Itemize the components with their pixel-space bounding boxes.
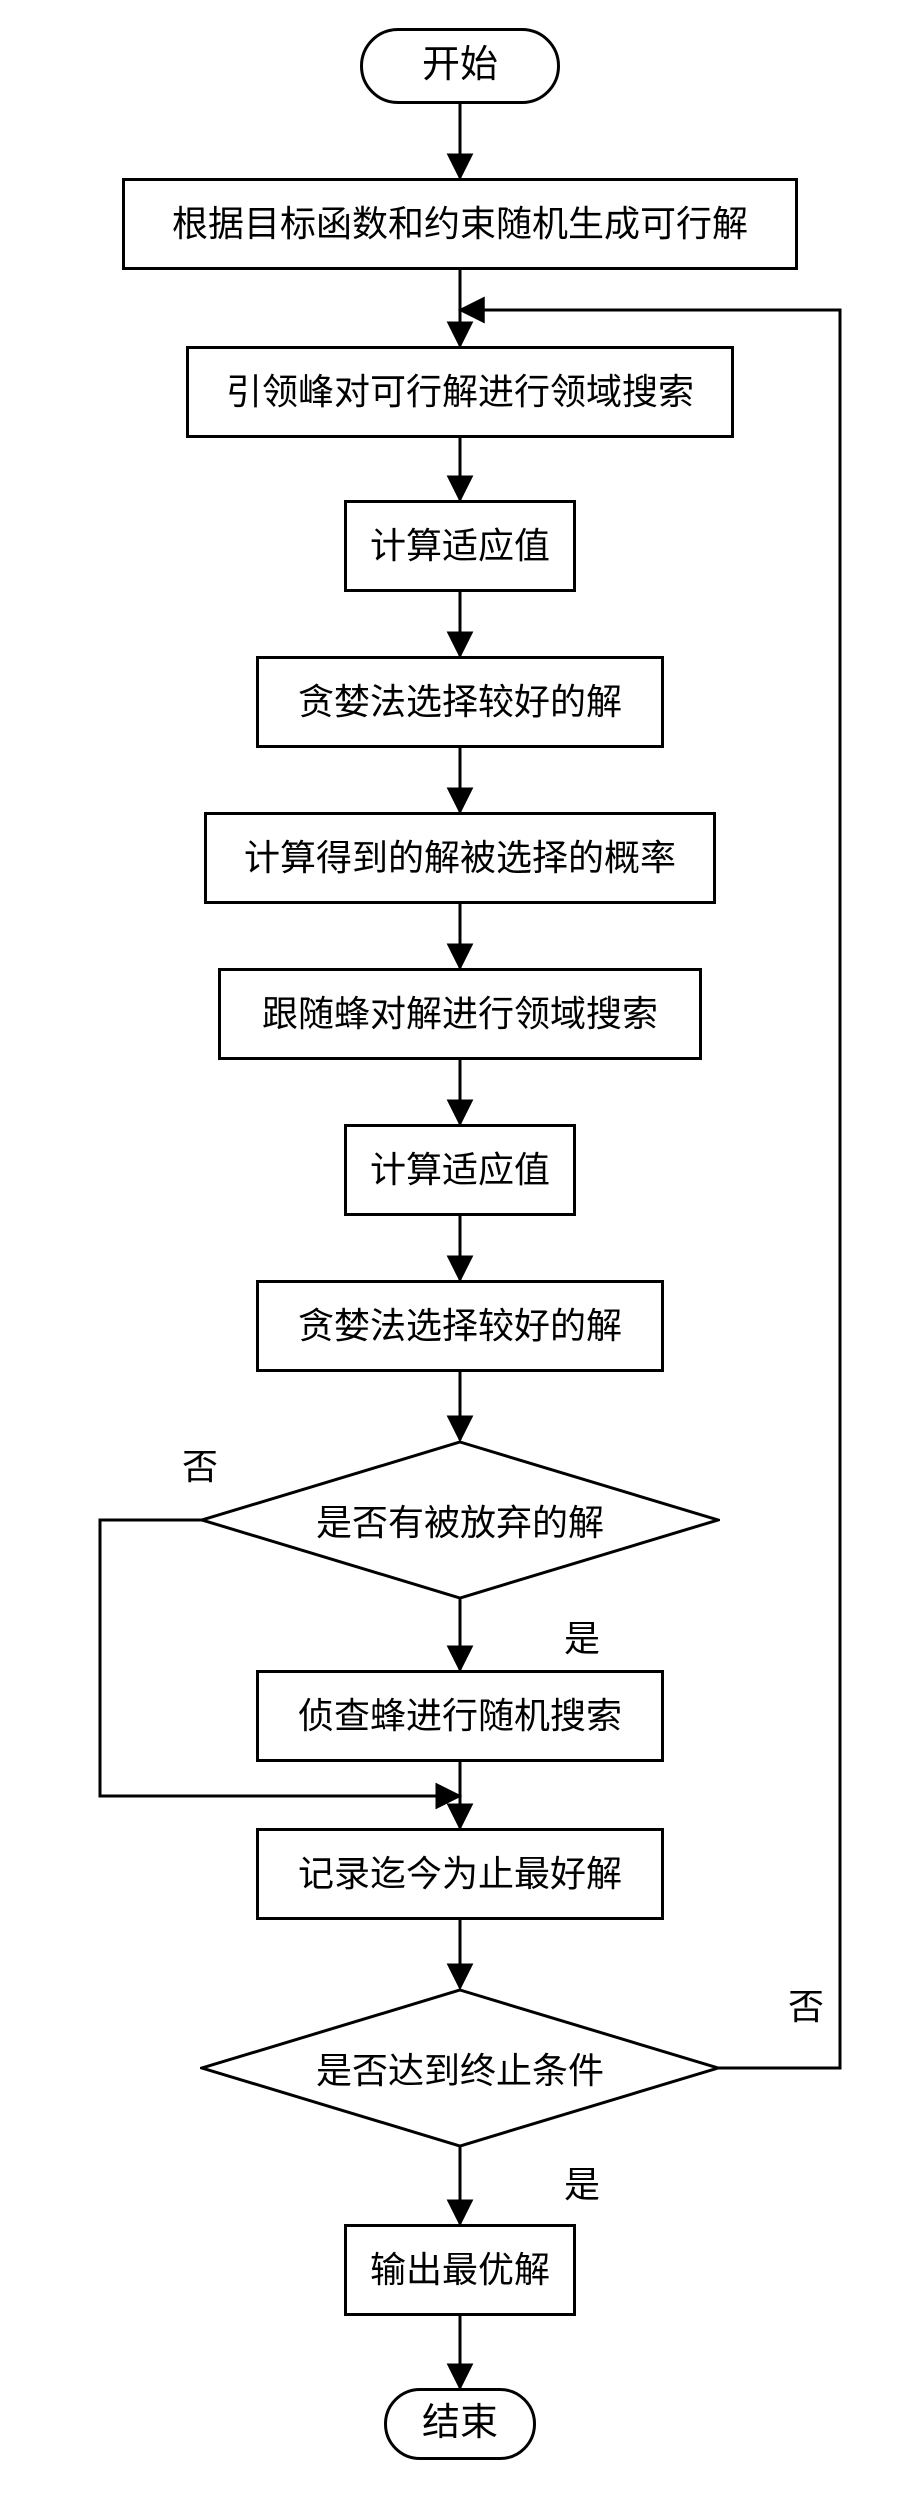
- label-text: 是: [564, 1619, 600, 1659]
- record-node: 记录迄今为止最好解: [256, 1828, 664, 1920]
- term-yes-label: 是: [564, 2156, 600, 2208]
- abandon-node: 是否有被放弃的解: [200, 1440, 720, 1600]
- start-node: 开始: [360, 28, 560, 104]
- flowchart-canvas: 开始 根据目标函数和约束随机生成可行解 引领峰对可行解进行领域搜索 计算适应值 …: [0, 0, 919, 2494]
- follow-node: 跟随蜂对解进行领域搜索: [218, 968, 702, 1060]
- abandon-no-label: 否: [182, 1438, 218, 1490]
- label-text: 否: [182, 1447, 218, 1487]
- label-text: 是: [564, 2165, 600, 2205]
- init-label: 根据目标函数和约束随机生成可行解: [172, 201, 748, 248]
- scout-label: 侦查蜂进行随机搜索: [298, 1693, 622, 1740]
- output-node: 输出最优解: [344, 2224, 576, 2316]
- fit1-node: 计算适应值: [344, 500, 576, 592]
- fit2-node: 计算适应值: [344, 1124, 576, 1216]
- init-node: 根据目标函数和约束随机生成可行解: [122, 178, 798, 270]
- greedy2-node: 贪婪法选择较好的解: [256, 1280, 664, 1372]
- end-label: 结束: [422, 2399, 498, 2448]
- fit2-label: 计算适应值: [370, 1147, 550, 1194]
- greedy1-node: 贪婪法选择较好的解: [256, 656, 664, 748]
- term-no-label: 否: [788, 1978, 824, 2030]
- lead-node: 引领峰对可行解进行领域搜索: [186, 346, 734, 438]
- end-node: 结束: [384, 2388, 536, 2460]
- prob-node: 计算得到的解被选择的概率: [204, 812, 716, 904]
- fit1-label: 计算适应值: [370, 523, 550, 570]
- lead-label: 引领峰对可行解进行领域搜索: [226, 369, 694, 416]
- label-text: 否: [788, 1987, 824, 2027]
- follow-label: 跟随蜂对解进行领域搜索: [262, 991, 658, 1038]
- greedy1-label: 贪婪法选择较好的解: [298, 679, 622, 726]
- output-label: 输出最优解: [370, 2247, 550, 2294]
- record-label: 记录迄今为止最好解: [298, 1851, 622, 1898]
- scout-node: 侦查蜂进行随机搜索: [256, 1670, 664, 1762]
- greedy2-label: 贪婪法选择较好的解: [298, 1303, 622, 1350]
- prob-label: 计算得到的解被选择的概率: [244, 835, 676, 882]
- term-node: 是否达到终止条件: [200, 1988, 720, 2148]
- start-label: 开始: [422, 41, 498, 90]
- abandon-yes-label: 是: [564, 1610, 600, 1662]
